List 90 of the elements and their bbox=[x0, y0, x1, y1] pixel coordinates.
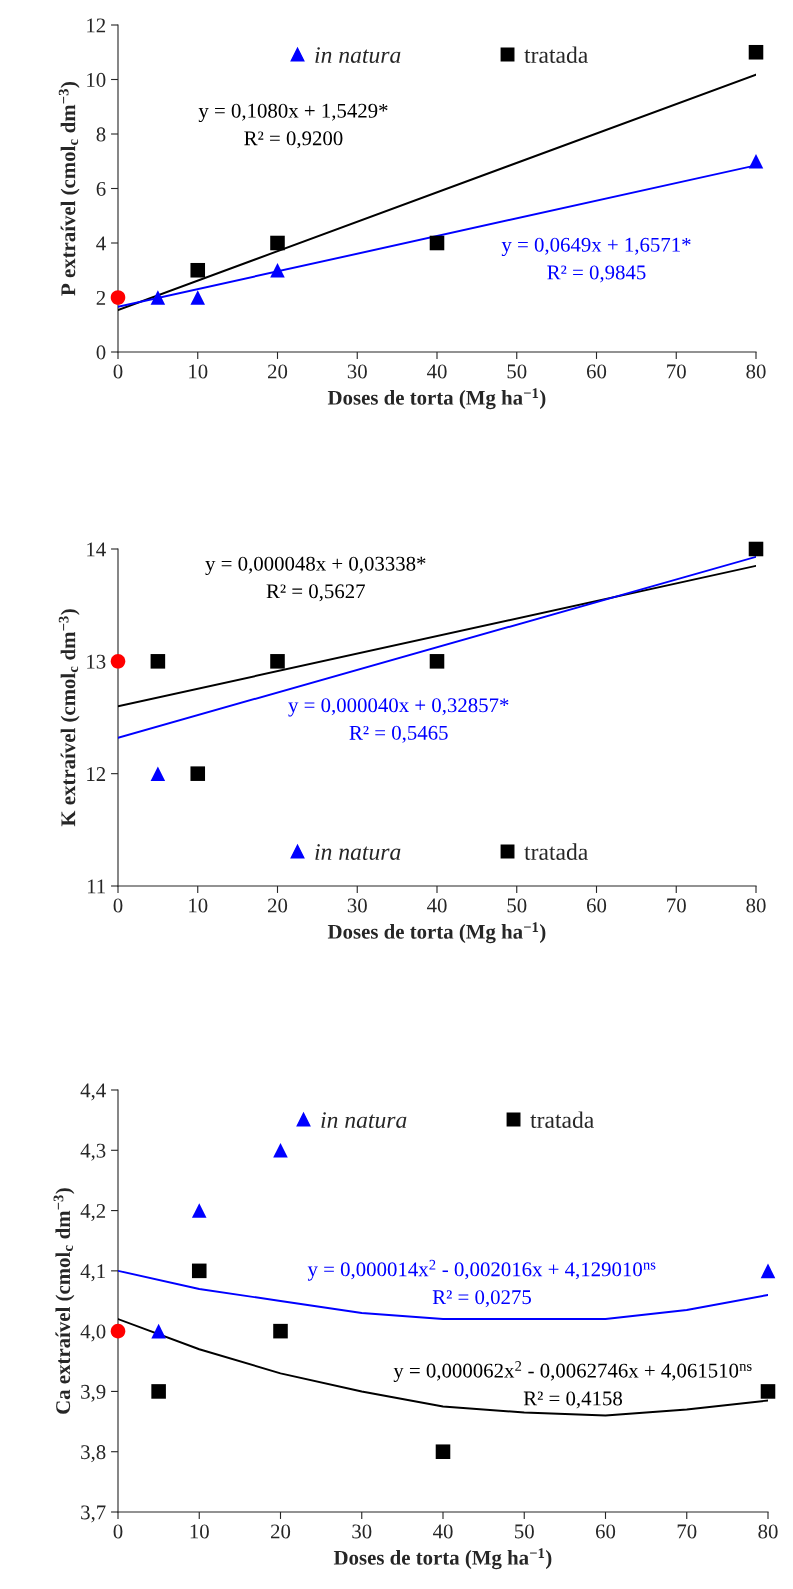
point bbox=[429, 654, 445, 669]
point bbox=[748, 44, 764, 60]
x-tick-label: 0 bbox=[113, 898, 123, 913]
legend-label: tratada bbox=[524, 843, 588, 860]
x-tick-label: 70 bbox=[667, 364, 686, 379]
y-tick-label: 4 bbox=[96, 236, 106, 251]
x-tick-label: 10 bbox=[190, 1524, 209, 1539]
y-axis-title: Ca extraível (cmol$_{c}$ dm$^{−3}$) bbox=[53, 1188, 75, 1414]
x-tick-label: 40 bbox=[426, 898, 447, 913]
annotation: y = 0,000040x + 0,32857* R² = 0,5465 bbox=[288, 698, 509, 743]
y-axis-title: P extraível (cmol$_{c}$ dm$^{−3}$) bbox=[58, 82, 80, 296]
y-tick-label: 4,3 bbox=[80, 1143, 106, 1161]
x-tick-label: 70 bbox=[677, 1524, 697, 1539]
x-tick-label: 20 bbox=[271, 1524, 291, 1539]
point bbox=[191, 1263, 207, 1279]
x-tick-label: 60 bbox=[586, 364, 607, 379]
x-axis-title: Doses de torta (Mg ha$^{−1}$) bbox=[327, 388, 546, 410]
x-tick-label: 40 bbox=[426, 364, 447, 379]
point bbox=[760, 1384, 776, 1399]
point bbox=[270, 654, 285, 669]
y-tick-label: 3,9 bbox=[81, 1384, 106, 1402]
text: y = 0,000062x$^{2}$ - 0,0062746x + 4,061510$^{ns}$ R² = 0,4158 bbox=[393, 1361, 752, 1409]
point bbox=[435, 1444, 451, 1459]
y-tick-label: 4,1 bbox=[80, 1264, 105, 1282]
point bbox=[150, 654, 166, 669]
point bbox=[273, 1323, 288, 1339]
annotation: y = 0,1080x + 1,5429* R² = 0,9200 bbox=[198, 103, 388, 149]
point bbox=[110, 290, 126, 305]
legend-label: in natura bbox=[315, 47, 401, 64]
y-tick-label: 10 bbox=[87, 72, 106, 87]
annotation: y = 0,0649x + 1,6571* R² = 0,9845 bbox=[501, 237, 691, 283]
point bbox=[760, 1263, 776, 1279]
point bbox=[270, 235, 285, 251]
y-tick-label: 4,0 bbox=[80, 1324, 106, 1342]
x-tick-label: 40 bbox=[432, 1524, 453, 1539]
y-tick-label: 6 bbox=[96, 181, 106, 196]
annotation: y = 0,000048x + 0,03338* R² = 0,5627 bbox=[205, 556, 426, 602]
x-tick-label: 0 bbox=[113, 364, 123, 379]
point bbox=[270, 262, 285, 278]
x-tick-label: 60 bbox=[586, 898, 607, 913]
x-tick-label: 10 bbox=[189, 898, 208, 913]
x-tick-label: 30 bbox=[352, 1524, 372, 1539]
point bbox=[150, 766, 166, 781]
point bbox=[191, 1203, 207, 1218]
y-tick-label: 3,7 bbox=[81, 1505, 106, 1523]
y-axis-title: K extraível (cmol$_{c}$ dm$^{−3}$) bbox=[58, 609, 80, 827]
x-tick-label: 80 bbox=[758, 1524, 778, 1539]
y-tick-label: 3,8 bbox=[81, 1445, 106, 1463]
y-tick-label: 8 bbox=[96, 127, 106, 142]
y-tick-label: 0 bbox=[96, 345, 106, 360]
point bbox=[150, 290, 166, 305]
x-tick-label: 50 bbox=[507, 364, 527, 379]
x-tick-label: 10 bbox=[189, 364, 208, 379]
x-tick-label: 50 bbox=[515, 1524, 534, 1539]
x-axis-title: Doses de torta (Mg ha$^{−1}$) bbox=[333, 1548, 552, 1570]
legend-label: tratada bbox=[530, 1111, 594, 1129]
point bbox=[110, 1323, 126, 1339]
x-tick-label: 30 bbox=[347, 364, 367, 379]
y-tick-label: 14 bbox=[87, 542, 106, 557]
legend-label: in natura bbox=[315, 844, 401, 860]
point bbox=[190, 262, 206, 278]
legend-label: in natura bbox=[321, 1112, 407, 1129]
x-tick-label: 80 bbox=[746, 364, 766, 379]
legend-label: tratada bbox=[524, 46, 588, 64]
point bbox=[151, 1384, 166, 1399]
point bbox=[273, 1143, 288, 1158]
x-tick-label: 20 bbox=[268, 898, 288, 913]
y-tick-label: 12 bbox=[87, 767, 106, 781]
point bbox=[190, 766, 206, 781]
x-tick-label: 60 bbox=[595, 1524, 616, 1539]
y-tick-label: 12 bbox=[87, 18, 106, 33]
y-tick-label: 13 bbox=[87, 654, 106, 669]
text: y = 0,000014x$^{2}$ - 0,002016x + 4,129010$^{ns}$ R² = 0,0275 bbox=[307, 1259, 656, 1308]
x-tick-label: 50 bbox=[507, 898, 527, 913]
x-tick-label: 20 bbox=[268, 364, 288, 379]
y-tick-label: 11 bbox=[87, 879, 105, 894]
y-tick-label: 2 bbox=[96, 290, 106, 305]
point bbox=[748, 541, 764, 557]
x-tick-label: 0 bbox=[113, 1524, 123, 1539]
point bbox=[748, 153, 764, 169]
x-axis-title: Doses de torta (Mg ha$^{−1}$) bbox=[327, 922, 546, 944]
x-tick-label: 80 bbox=[746, 898, 766, 913]
point bbox=[429, 235, 445, 251]
point bbox=[151, 1323, 166, 1339]
x-tick-label: 70 bbox=[667, 898, 686, 913]
point bbox=[110, 654, 126, 669]
point bbox=[190, 290, 206, 305]
y-tick-label: 4,4 bbox=[80, 1083, 106, 1101]
y-tick-label: 4,2 bbox=[80, 1204, 106, 1221]
x-tick-label: 30 bbox=[347, 898, 367, 913]
